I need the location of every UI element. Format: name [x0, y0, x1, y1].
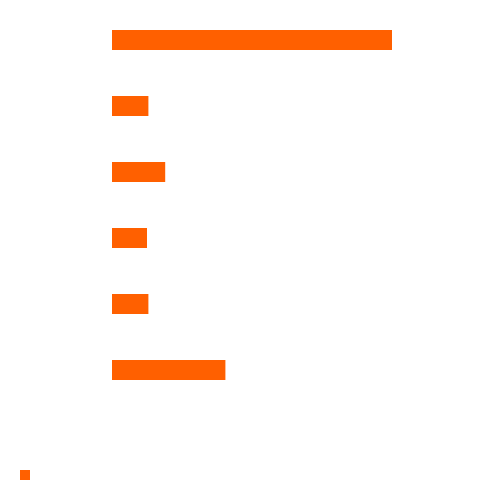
- bar-4: [112, 228, 147, 248]
- bar-2: [112, 96, 149, 116]
- bar-1: [112, 30, 392, 50]
- bar-3: [112, 162, 166, 182]
- legend-swatch: [20, 470, 30, 480]
- bar-5: [112, 294, 149, 314]
- legend: [20, 470, 30, 480]
- bar-6: [112, 360, 226, 380]
